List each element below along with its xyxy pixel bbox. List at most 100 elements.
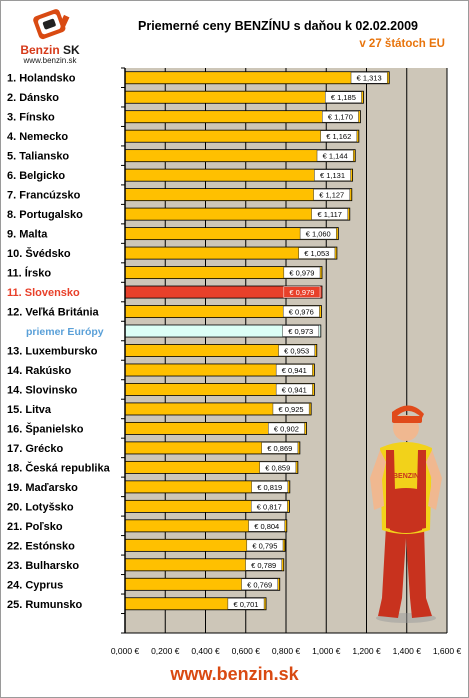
data-label-box bbox=[268, 422, 305, 435]
x-tick-label: 1,400 € bbox=[393, 646, 422, 656]
category-label: 15. Litva bbox=[7, 404, 52, 416]
category-label: 11. Slovensko bbox=[7, 287, 80, 299]
data-label: € 0,925 bbox=[279, 405, 304, 414]
category-label: 6. Belgicko bbox=[7, 170, 65, 182]
category-label: 19. Maďarsko bbox=[7, 482, 78, 494]
category-label: 21. Poľsko bbox=[7, 521, 63, 533]
data-label: € 0,789 bbox=[251, 561, 276, 570]
data-label-box bbox=[350, 71, 388, 84]
data-label: € 0,795 bbox=[252, 541, 277, 550]
x-tick-label: 0,800 € bbox=[272, 646, 301, 656]
data-label-box bbox=[246, 539, 284, 552]
data-label: € 0,941 bbox=[282, 366, 307, 375]
category-label: 10. Švédsko bbox=[7, 247, 71, 260]
data-label-box bbox=[325, 91, 362, 103]
category-label: 25. Rumunsko bbox=[7, 599, 82, 611]
data-label: € 0,976 bbox=[289, 308, 314, 317]
data-label: € 1,170 bbox=[328, 113, 353, 122]
data-label: € 1,127 bbox=[319, 191, 344, 200]
logo-brand: Benzin bbox=[20, 43, 60, 57]
data-label-box bbox=[299, 227, 337, 240]
category-label: 17. Grécko bbox=[7, 443, 64, 455]
data-label: € 1,313 bbox=[357, 74, 382, 83]
category-label: 14. Rakúsko bbox=[7, 365, 71, 377]
data-label-box bbox=[275, 364, 313, 376]
x-tick-label: 1,000 € bbox=[312, 646, 341, 656]
data-label-box bbox=[278, 344, 316, 357]
category-label: 13. Luxembursko bbox=[7, 346, 98, 358]
data-label: € 0,979 bbox=[289, 288, 314, 297]
data-label-box bbox=[282, 325, 320, 337]
category-label: 12. Veľká Británia bbox=[7, 307, 100, 319]
category-label: 5. Taliansko bbox=[7, 151, 69, 163]
data-label-box bbox=[251, 481, 289, 493]
data-label: € 1,162 bbox=[326, 132, 351, 141]
footer-url[interactable]: www.benzin.sk bbox=[170, 664, 299, 684]
data-label-box bbox=[283, 266, 321, 279]
category-label: 1. Holandsko bbox=[7, 73, 76, 85]
category-label: 7. Francúzsko bbox=[7, 190, 81, 202]
category-label: 4. Nemecko bbox=[7, 131, 68, 143]
data-label-box bbox=[272, 403, 310, 415]
data-label: € 0,979 bbox=[289, 269, 314, 278]
chart-subtitle: v 27 štátoch EU bbox=[359, 38, 445, 50]
data-label: € 0,869 bbox=[267, 444, 292, 453]
category-label: 23. Bulharsko bbox=[7, 560, 79, 572]
logo-url: www.benzin.sk bbox=[23, 56, 77, 65]
category-label: 20. Lotyšsko bbox=[7, 501, 74, 513]
data-label: € 0,769 bbox=[247, 580, 272, 589]
x-tick-label: 0,000 € bbox=[111, 646, 140, 656]
data-label: € 1,144 bbox=[323, 152, 348, 161]
logo-wordmark: Benzin SK bbox=[4, 43, 96, 57]
data-label: € 0,804 bbox=[254, 522, 279, 531]
data-label-box bbox=[316, 149, 354, 162]
category-label: 22. Estónsko bbox=[7, 540, 75, 552]
mascot-shirt-text: BENZIN bbox=[393, 473, 419, 480]
x-tick-label: 0,400 € bbox=[191, 646, 220, 656]
x-tick-label: 0,600 € bbox=[232, 646, 261, 656]
category-label: 24. Cyprus bbox=[7, 579, 63, 591]
bar bbox=[124, 71, 390, 85]
category-label: 11. Írsko bbox=[7, 267, 51, 280]
logo-brand-suffix: SK bbox=[63, 43, 80, 57]
logo-emblem-icon bbox=[33, 9, 70, 40]
data-label-box bbox=[311, 208, 349, 220]
data-label-box bbox=[259, 461, 297, 474]
benzin-logo[interactable]: Benzin SK www.benzin.sk bbox=[4, 8, 96, 68]
bar-chart: 0,000 € 0,200 € 0,400 € 0,600 € 0,800 € 1,000… bbox=[7, 67, 462, 656]
chart-title: Priemerné ceny BENZÍNU s daňou k 02.02.2… bbox=[138, 19, 418, 33]
data-label-box bbox=[261, 442, 299, 454]
data-label: € 0,953 bbox=[284, 347, 309, 356]
data-label: € 0,902 bbox=[274, 424, 299, 433]
data-label-box bbox=[227, 598, 265, 610]
data-label: € 0,859 bbox=[265, 463, 290, 472]
data-label: € 1,053 bbox=[304, 249, 329, 258]
category-label: 18. Česká republika bbox=[7, 461, 111, 474]
data-label: € 1,131 bbox=[320, 171, 345, 180]
x-tick-label: 1,200 € bbox=[352, 646, 381, 656]
data-label-box bbox=[245, 559, 283, 571]
data-label-box bbox=[248, 520, 286, 532]
data-label: € 1,185 bbox=[331, 93, 356, 102]
data-label: € 1,060 bbox=[306, 230, 331, 239]
data-label-box bbox=[275, 383, 313, 396]
data-label: € 0,973 bbox=[288, 327, 313, 336]
data-label-box bbox=[283, 286, 321, 298]
mascot-figure-icon: BENZIN bbox=[370, 405, 442, 623]
data-label-box bbox=[282, 305, 320, 318]
data-label-box bbox=[314, 169, 351, 181]
category-label: 9. Malta bbox=[7, 229, 48, 241]
x-tick-label: 1,600 € bbox=[433, 646, 462, 656]
category-label: 16. Španielsko bbox=[7, 422, 84, 435]
category-label: 14. Slovinsko bbox=[7, 384, 78, 396]
x-tick-label: 0,200 € bbox=[151, 646, 180, 656]
data-label-box bbox=[322, 110, 359, 123]
data-label-box bbox=[320, 130, 358, 142]
data-label-box bbox=[250, 500, 288, 513]
data-label-box bbox=[241, 578, 279, 591]
data-label: € 0,819 bbox=[257, 483, 282, 492]
data-label-box bbox=[298, 247, 336, 259]
data-label: € 1,117 bbox=[317, 210, 341, 219]
data-label-box bbox=[313, 188, 351, 201]
category-label: 8. Portugalsko bbox=[7, 209, 83, 221]
